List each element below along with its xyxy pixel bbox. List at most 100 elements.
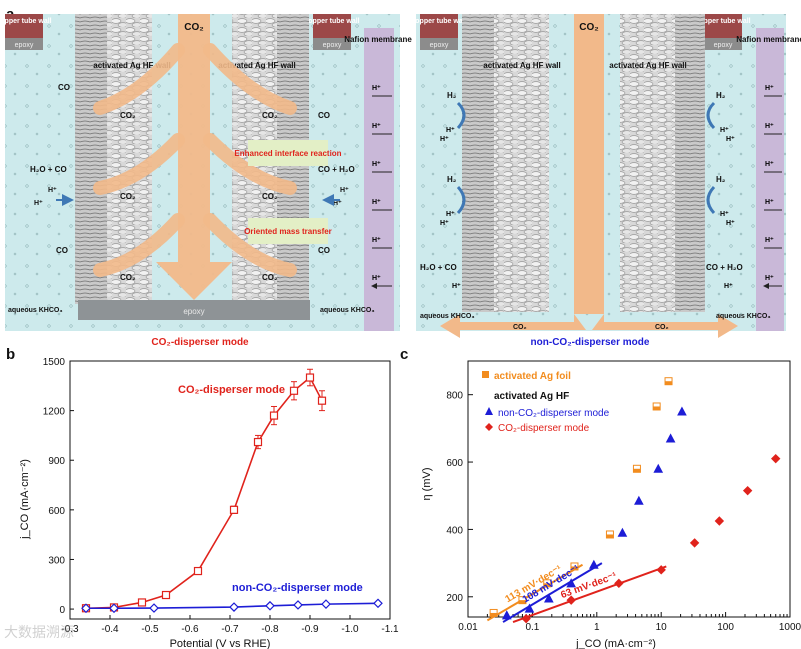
silver-wall-2r bbox=[620, 14, 675, 312]
co2-outflow-label-r: CO₂ bbox=[655, 324, 669, 331]
chart-c-point bbox=[614, 578, 624, 589]
watermark: 大数据溯源 bbox=[4, 625, 74, 641]
chart-c-xlabel: j_CO (mA·cm⁻²) bbox=[575, 638, 656, 649]
chart-b-xlabel: Potential (V vs RHE) bbox=[170, 638, 271, 649]
chart-b-point bbox=[81, 603, 91, 614]
hplus-2l-c: H⁺ bbox=[446, 211, 455, 218]
chart-b-xtick-label: -0.3 bbox=[61, 624, 79, 635]
chart-c-point bbox=[566, 595, 576, 605]
h2o-co-label-2: H₂O + CO bbox=[420, 263, 457, 272]
chart-b-xtick-label: -0.6 bbox=[181, 624, 199, 635]
co2-channel bbox=[574, 14, 604, 314]
svg-text:H⁺: H⁺ bbox=[765, 123, 774, 130]
panel-letter-c: c bbox=[400, 346, 409, 363]
hplus-2r-b: H⁺ bbox=[726, 136, 735, 143]
panel-a-schematic: copper tube wall copper tube wall epoxy … bbox=[5, 14, 801, 348]
legend-ag-foil: activated Ag foil bbox=[494, 371, 571, 382]
chart-c-point-fill bbox=[570, 566, 578, 570]
legend-non-co2: non-CO₂-disperser mode bbox=[498, 408, 610, 419]
chart-c-point bbox=[742, 485, 753, 496]
co2-label-l1: CO₂ bbox=[120, 111, 136, 120]
chart-b-point bbox=[373, 598, 383, 609]
chart-c-fit-line bbox=[502, 562, 603, 623]
co2-label-r3: CO₂ bbox=[262, 273, 278, 282]
chart-b-series-line bbox=[85, 376, 323, 610]
epoxy-bottom bbox=[78, 300, 310, 320]
co-label-r1: CO bbox=[318, 111, 330, 120]
chart-b-ytick-label: 1200 bbox=[43, 407, 66, 418]
svg-text:H⁺: H⁺ bbox=[765, 85, 774, 92]
legend-marker-non-co2 bbox=[485, 407, 493, 415]
membrane-protons-left: H⁺ H⁺ H⁺ H⁺ H⁺ H⁺ bbox=[372, 85, 392, 286]
co2-label-r2: CO₂ bbox=[262, 192, 278, 201]
legend-group-title: activated Ag HF bbox=[494, 391, 569, 402]
chart-c-point bbox=[501, 610, 512, 620]
svg-text:H⁺: H⁺ bbox=[372, 199, 381, 206]
chart-c-xtick-label: 10 bbox=[656, 622, 668, 633]
chart-c-ytick-label: 400 bbox=[446, 525, 463, 536]
chart-c-point-fill bbox=[518, 600, 526, 604]
fiber-layer-2l bbox=[462, 14, 494, 312]
ag-hf-label-l: activated Ag HF wall bbox=[93, 61, 171, 70]
chart-b-point bbox=[109, 603, 119, 614]
h2-evolution-l1 bbox=[456, 101, 466, 130]
copper-tube-wall-right bbox=[313, 14, 351, 38]
chart-c-point bbox=[566, 578, 577, 588]
svg-text:H⁺: H⁺ bbox=[372, 275, 381, 282]
epoxy-cap-2r bbox=[704, 38, 742, 50]
schematic-right: copper tube wall copper tube wall epoxy … bbox=[411, 14, 801, 348]
chart-c-point bbox=[714, 516, 725, 526]
co2-label-r1: CO₂ bbox=[262, 111, 278, 120]
chart-b-ytick-label: 0 bbox=[59, 605, 65, 616]
chart-c-ytick-label: 800 bbox=[446, 391, 463, 402]
co2-arrow-l3 bbox=[93, 213, 185, 277]
svg-text:H⁺: H⁺ bbox=[372, 237, 381, 244]
epoxy-cap-2l bbox=[420, 38, 458, 50]
copper-tube-wall-right-2 bbox=[704, 14, 742, 38]
chart-c-point bbox=[634, 495, 644, 505]
enhanced-box bbox=[248, 140, 328, 166]
chart-c-fit-line bbox=[486, 563, 584, 622]
ag-hf-label-r: activated Ag HF wall bbox=[218, 61, 296, 70]
svg-text:H⁺: H⁺ bbox=[372, 161, 381, 168]
copper-label-2l: copper tube wall bbox=[411, 18, 466, 25]
h2-label-r1: H₂ bbox=[716, 91, 726, 100]
co-label-r2: CO bbox=[318, 246, 330, 255]
chart-b-xtick-label: -0.8 bbox=[261, 624, 279, 635]
mode-label-non-co2-disperser: non-CO₂-disperser mode bbox=[531, 337, 650, 348]
co2-arrow-r2 bbox=[203, 133, 297, 195]
chart-c-frame bbox=[467, 360, 791, 618]
chart-b-ytick-label: 900 bbox=[48, 456, 65, 467]
epoxy-label-2l: epoxy bbox=[430, 42, 449, 49]
chart-b-xtick-label: -0.5 bbox=[141, 624, 159, 635]
chart-b-xtick-label: -0.4 bbox=[101, 624, 119, 635]
silver-wall-2l bbox=[494, 14, 549, 312]
aqueous-label-2l: aqueous KHCO₃ bbox=[420, 313, 475, 320]
co2-label-l2: CO₂ bbox=[120, 192, 136, 201]
co-label-l2: CO bbox=[56, 246, 68, 255]
chart-c-point-fill bbox=[490, 612, 498, 617]
chart-c-point-fill bbox=[543, 583, 551, 587]
copper-tube-wall-left-2 bbox=[420, 14, 458, 38]
chart-c-point bbox=[656, 565, 666, 575]
svg-text:H⁺: H⁺ bbox=[765, 237, 774, 244]
epoxy-label-r: epoxy bbox=[323, 42, 342, 49]
chart-c-point bbox=[689, 538, 700, 548]
chart-c-point bbox=[771, 453, 781, 464]
aqueous-label-r: aqueous KHCO₃ bbox=[320, 307, 375, 314]
co2-label-l3: CO₂ bbox=[120, 273, 136, 282]
hplus-2l-e: H⁺ bbox=[452, 283, 461, 290]
copper-label-r: copper tube wall bbox=[304, 18, 359, 25]
membrane-protons-right: H⁺ H⁺ H⁺ H⁺ H⁺ H⁺ bbox=[764, 85, 782, 286]
chart-b-ylabel: j_CO (mA·cm⁻²) bbox=[19, 459, 31, 540]
chart-b-xtick-label: -1.0 bbox=[341, 624, 359, 635]
h2-evolution-r1 bbox=[706, 101, 716, 130]
chart-c-point-fill bbox=[606, 534, 614, 538]
chart-b-point bbox=[137, 598, 147, 607]
hplus-2r-d: H⁺ bbox=[726, 220, 735, 227]
mode-label-co2-disperser: CO₂-disperser mode bbox=[151, 337, 249, 348]
co2-arrow-r3 bbox=[203, 213, 297, 277]
hplus-2r-e: H⁺ bbox=[724, 283, 733, 290]
chart-b-point bbox=[229, 602, 239, 612]
legend-co2-disperser: CO₂-disperser mode bbox=[178, 384, 285, 396]
